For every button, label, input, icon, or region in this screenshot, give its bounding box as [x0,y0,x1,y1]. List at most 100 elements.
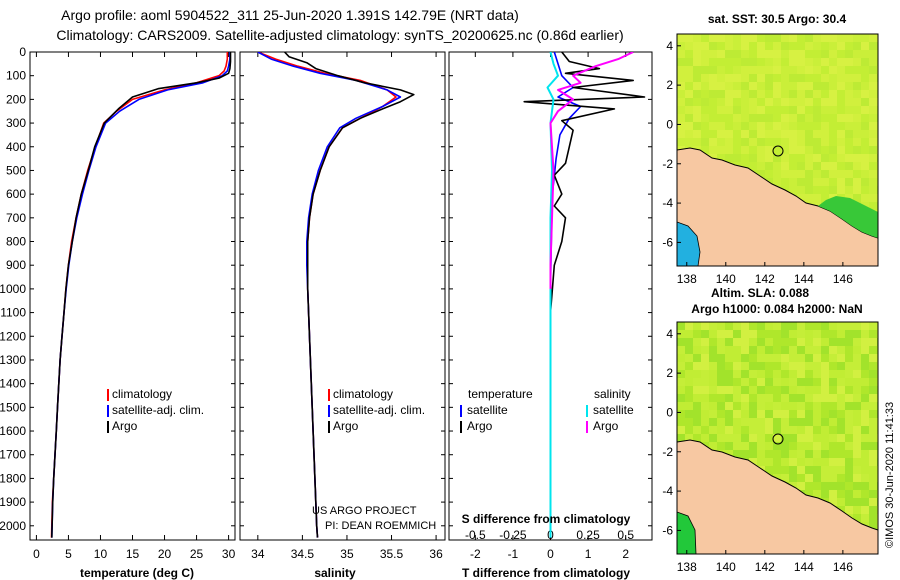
heatmap-pixel [797,42,805,50]
heatmap-pixel [797,450,805,458]
heatmap-pixel [701,330,709,338]
heatmap-pixel [805,66,813,74]
difference-x-tick-label: -2 [470,547,481,561]
heatmap-pixel [837,426,845,434]
salinity-legend: climatology satellite-adj. clim. Argo [328,387,425,433]
heatmap-pixel [797,186,805,194]
heatmap-pixel [845,474,853,482]
heatmap-pixel [725,386,733,394]
heatmap-pixel [749,122,757,130]
heatmap-pixel [837,130,845,138]
heatmap-pixel [797,458,805,466]
heatmap-pixel [861,410,869,418]
heatmap-pixel [757,82,765,90]
heatmap-pixel [821,370,829,378]
heatmap-pixel [765,74,773,82]
heatmap-pixel [829,466,837,474]
heatmap-pixel [853,154,861,162]
heatmap-pixel [765,466,773,474]
heatmap-pixel [829,442,837,450]
difference-panel: -2 -1 0 1 2-0.5 -0.25 0 0.25 0.5 T difference fr… [448,51,653,580]
heatmap-pixel [845,146,853,154]
difference-legend: temperature satellite Argo salinity sate… [460,387,634,433]
heatmap-pixel [837,154,845,162]
difference-x-tick-label: 2 [622,547,629,561]
heatmap-pixel [717,410,725,418]
heatmap-pixel [837,434,845,442]
heatmap-pixel [709,138,717,146]
heatmap-pixel [781,178,789,186]
heatmap-pixel [797,146,805,154]
heatmap-pixel [837,90,845,98]
heatmap-pixel [685,346,693,354]
heatmap-pixel [773,354,781,362]
heatmap-pixel [805,482,813,490]
heatmap-pixel [677,58,685,66]
heatmap-pixel [869,394,877,402]
heatmap-pixel [869,194,877,202]
heatmap-pixel [757,330,765,338]
heatmap-pixel [813,458,821,466]
heatmap-pixel [845,354,853,362]
heatmap-pixel [685,322,693,330]
heatmap-pixel [781,90,789,98]
heatmap-pixel [677,34,685,42]
heatmap-pixel [677,106,685,114]
heatmap-pixel [829,362,837,370]
heatmap-pixel [733,354,741,362]
heatmap-pixel [765,114,773,122]
heatmap-pixel [773,386,781,394]
heatmap-pixel [685,42,693,50]
heatmap-pixel [677,426,685,434]
heatmap-pixel [829,106,837,114]
heatmap-pixel [757,50,765,58]
heatmap-pixel [797,362,805,370]
heatmap-pixel [749,82,757,90]
legend-satellite-label: satellite-adj. clim. [333,403,425,417]
heatmap-pixel [677,122,685,130]
heatmap-pixel [861,386,869,394]
heatmap-pixel [853,130,861,138]
heatmap-pixel [781,386,789,394]
heatmap-pixel [677,90,685,98]
heatmap-pixel [869,426,877,434]
heatmap-pixel [765,370,773,378]
heatmap-pixel [853,90,861,98]
heatmap-pixel [853,170,861,178]
heatmap-pixel [853,122,861,130]
heatmap-pixel [845,346,853,354]
depth-tick-label: 1600 [0,424,26,438]
heatmap-pixel [693,346,701,354]
heatmap-pixel [781,66,789,74]
heatmap-pixel [789,410,797,418]
heatmap-pixel [693,386,701,394]
temperature-xlabel: temperature (deg C) [80,566,194,580]
heatmap-pixel [741,74,749,82]
heatmap-pixel [805,138,813,146]
heatmap-pixel [797,106,805,114]
heatmap-pixel [869,106,877,114]
heatmap-pixel [813,98,821,106]
heatmap-pixel [781,106,789,114]
heatmap-pixel [677,434,685,442]
heatmap-pixel [693,370,701,378]
heatmap-pixel [813,330,821,338]
heatmap-pixel [845,458,853,466]
heatmap-pixel [837,186,845,194]
heatmap-pixel [821,90,829,98]
heatmap-pixel [837,378,845,386]
heatmap-pixel [853,178,861,186]
heatmap-pixel [813,130,821,138]
map-y-tick-label: 0 [666,117,673,131]
heatmap-pixel [845,378,853,386]
heatmap-pixel [717,322,725,330]
heatmap-pixel [869,122,877,130]
heatmap-pixel [845,114,853,122]
depth-tick-label: 1700 [0,448,26,462]
heatmap-pixel [845,386,853,394]
heatmap-pixel [789,370,797,378]
heatmap-pixel [813,490,821,498]
heatmap-pixel [749,130,757,138]
heatmap-pixel [789,354,797,362]
heatmap-pixel [853,370,861,378]
